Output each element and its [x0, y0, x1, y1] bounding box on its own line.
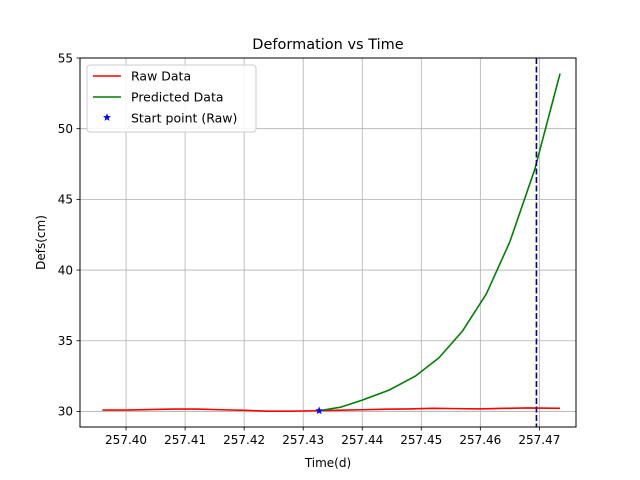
x-axis-label: Time(d): [304, 456, 351, 470]
y-tick-label: 50: [58, 122, 73, 136]
series-line-raw-data: [102, 407, 561, 412]
y-axis-label: Defs(cm): [34, 215, 48, 270]
x-tick-label: 257.41: [164, 433, 206, 447]
x-tick-label: 257.46: [459, 433, 501, 447]
chart-title: Deformation vs Time: [252, 37, 403, 53]
legend-swatch-start-point: [103, 113, 111, 121]
x-tick-label: 257.43: [282, 433, 324, 447]
y-axis: 30 35 40 45 50 55: [58, 51, 80, 419]
y-tick-label: 35: [58, 334, 73, 348]
x-tick-label: 257.45: [400, 433, 442, 447]
x-tick-label: 257.44: [341, 433, 383, 447]
legend-box: [86, 64, 257, 133]
y-tick-label: 40: [58, 263, 73, 277]
plot-content: [102, 58, 561, 427]
x-tick-label: 257.42: [223, 433, 265, 447]
x-tick-label: 257.40: [105, 433, 147, 447]
x-axis: 257.40 257.41 257.42 257.43 257.44 257.45 257.…: [105, 427, 560, 447]
legend-entry-predicted-data: Predicted Data: [131, 90, 224, 105]
y-tick-label: 55: [58, 51, 73, 65]
marker-start-point-raw: [315, 406, 324, 415]
x-tick-label: 257.47: [518, 433, 560, 447]
y-tick-label: 30: [58, 405, 73, 419]
plot-frame: [79, 57, 577, 428]
y-tick-label: 45: [58, 193, 73, 207]
legend-entry-start-point: Start point (Raw): [131, 111, 237, 126]
series-line-predicted-data: [319, 73, 561, 412]
legend-entry-raw-data: Raw Data: [131, 69, 191, 84]
legend: Raw Data Predicted Data Start point (Raw…: [86, 64, 257, 133]
